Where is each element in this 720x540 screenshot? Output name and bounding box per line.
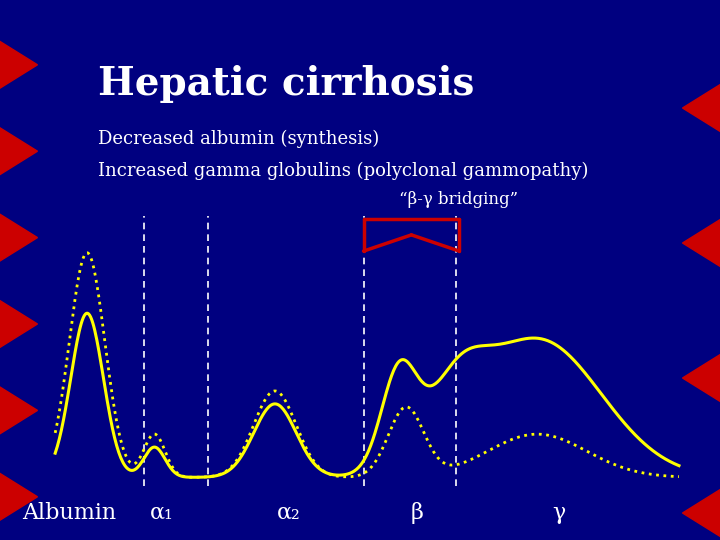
Polygon shape — [0, 386, 37, 435]
Polygon shape — [683, 354, 720, 402]
Polygon shape — [0, 40, 37, 89]
Text: Hepatic cirrhosis: Hepatic cirrhosis — [98, 65, 474, 103]
Text: α₂: α₂ — [277, 502, 301, 524]
Text: Albumin: Albumin — [22, 502, 117, 524]
Text: Decreased albumin (synthesis): Decreased albumin (synthesis) — [98, 130, 379, 148]
Text: “β-γ bridging”: “β-γ bridging” — [399, 191, 518, 208]
Text: α₁: α₁ — [150, 502, 174, 524]
Text: γ: γ — [552, 502, 565, 524]
Polygon shape — [0, 213, 37, 262]
Polygon shape — [0, 472, 37, 521]
Polygon shape — [683, 84, 720, 132]
Polygon shape — [0, 300, 37, 348]
Polygon shape — [683, 489, 720, 537]
Polygon shape — [683, 219, 720, 267]
Text: Increased gamma globulins (polyclonal gammopathy): Increased gamma globulins (polyclonal ga… — [98, 162, 588, 180]
Polygon shape — [0, 127, 37, 176]
Text: β: β — [410, 502, 423, 524]
